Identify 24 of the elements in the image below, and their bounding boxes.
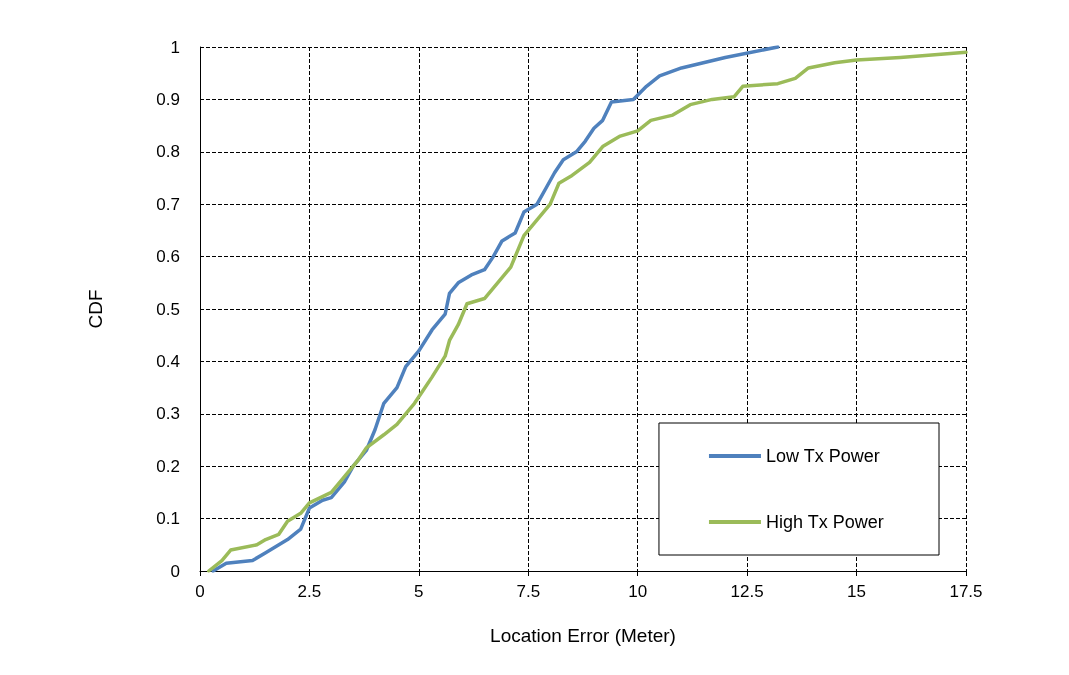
y-tick-label: 0.8 xyxy=(156,142,180,162)
x-axis-title: Location Error (Meter) xyxy=(490,625,676,646)
x-tick-label: 7.5 xyxy=(516,582,541,601)
y-tick-label: 0.3 xyxy=(156,404,180,424)
y-tick-label: 0.2 xyxy=(156,456,180,476)
x-tick-label: 10 xyxy=(628,582,648,601)
y-tick-label: 0.9 xyxy=(156,89,180,109)
x-tick-label: 12.5 xyxy=(730,582,764,601)
y-tick-label: 1 xyxy=(170,37,180,57)
y-tick-label: 0.1 xyxy=(156,509,180,529)
y-tick-label: 0.6 xyxy=(156,247,180,267)
x-tick-label: 17.5 xyxy=(949,582,983,601)
y-axis-title: CDF xyxy=(85,289,106,329)
x-tick-label: 0 xyxy=(195,582,205,601)
y-tick-label: 0.7 xyxy=(156,194,180,214)
x-tick-label: 15 xyxy=(847,582,867,601)
x-tick-label: 2.5 xyxy=(297,582,322,601)
legend-label: Low Tx Power xyxy=(765,446,880,466)
y-tick-label: 0.4 xyxy=(156,351,180,371)
line-series xyxy=(207,50,968,573)
x-tick-label: 5 xyxy=(414,582,424,601)
y-tick-label: 0.5 xyxy=(156,299,180,319)
legend-label: High Tx Power xyxy=(765,512,884,532)
y-tick-label: 0 xyxy=(170,561,180,581)
